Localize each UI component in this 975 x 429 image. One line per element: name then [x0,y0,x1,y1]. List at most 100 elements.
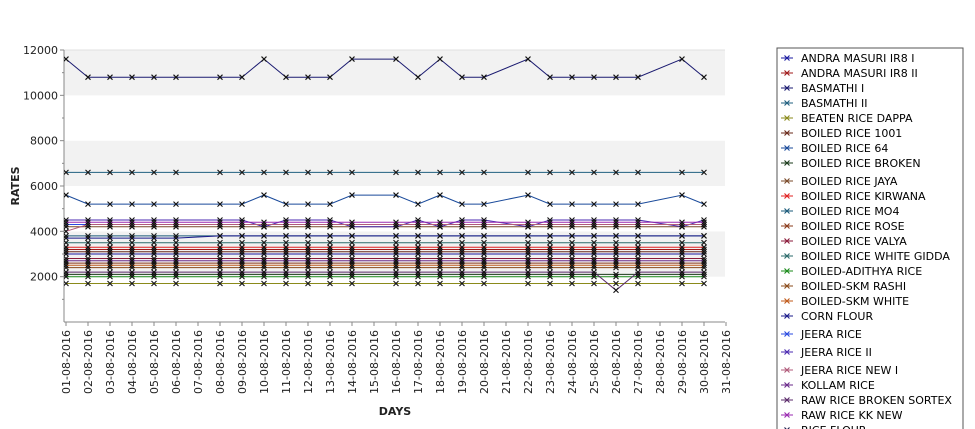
data-point [129,280,135,287]
data-point [64,255,69,262]
data-point [591,221,597,228]
series-22 [64,269,707,294]
data-point [415,232,421,239]
data-point [481,257,487,264]
data-point [151,223,157,230]
data-point [305,201,311,208]
data-point [64,264,69,271]
data-point [459,201,465,208]
data-point [64,251,69,257]
data-point [591,217,597,223]
data-point [635,269,641,276]
data-point [283,264,289,271]
data-point [547,255,553,262]
y-tick-label: 10000 [23,89,58,102]
data-point [415,219,421,226]
data-point [261,219,267,226]
data-point [679,255,685,262]
data-point [107,273,113,280]
legend: ANDRA MASURI IR8 I ANDRA MASURI IR8 II BAS… [781,52,952,429]
data-point [635,244,641,251]
data-point [437,221,443,228]
data-point [569,74,575,81]
data-point [415,280,421,287]
data-point [261,244,267,251]
data-point [459,269,465,276]
x-tick-label: 07-08-2016 [192,330,205,394]
data-point [327,221,333,228]
data-point [393,223,399,230]
data-point [107,217,113,223]
data-point [459,264,465,271]
data-point [217,271,223,278]
data-point [217,255,223,262]
data-point [591,255,597,262]
data-point [393,280,399,287]
data-point [107,262,113,269]
data-point [701,262,707,269]
data-point [85,262,91,269]
legend-label: RAW RICE KK NEW [801,409,903,422]
legend-marker [784,115,790,121]
data-point [525,280,531,287]
data-point [701,260,707,266]
data-point [481,262,487,269]
band-4 [64,95,725,141]
data-point [305,221,311,228]
data-point [701,201,707,208]
data-point [701,264,707,271]
legend-label: ANDRA MASURI IR8 I [801,52,915,65]
x-tick-label: 24-08-2016 [566,330,579,394]
data-point [129,262,135,269]
data-point [415,271,421,278]
data-point [525,257,531,264]
data-point [459,217,465,223]
legend-label: BOILED RICE WHITE GIDDA [801,250,950,263]
data-point [635,219,641,226]
data-point [107,244,113,251]
series-line [65,194,705,205]
data-point [305,264,311,271]
data-point [327,264,333,271]
data-point [679,246,685,253]
data-point [613,246,619,253]
data-point [437,251,443,257]
legend-item: BOILED RICE 1001 [781,127,902,140]
data-point [283,201,289,208]
data-point [129,221,135,228]
data-point [305,257,311,264]
data-point [679,248,685,255]
x-tick-label: 30-08-2016 [698,330,711,394]
data-point [679,232,685,239]
data-point [613,232,619,239]
data-point [547,232,553,239]
data-point [635,239,641,246]
data-point [613,248,619,255]
data-point [481,251,487,257]
data-point [305,223,311,230]
data-point [613,244,619,251]
x-tick-label: 23-08-2016 [544,330,557,394]
y-tick-label: 6000 [30,180,58,193]
data-point [415,273,421,280]
legend-label: BOILED-SKM RASHI [801,280,906,293]
data-point [327,271,333,278]
data-point [129,219,135,226]
legend-label: BOILED RICE VALYA [801,235,907,248]
data-point [239,221,245,228]
data-point [327,232,333,239]
data-point [305,271,311,278]
data-point [679,251,685,257]
series-20 [64,221,707,235]
data-point [239,201,245,208]
data-point [613,264,619,271]
data-point [151,255,157,262]
data-point [613,257,619,264]
data-point [459,244,465,251]
data-point [129,223,135,230]
data-point [547,201,553,208]
x-tick-label: 08-08-2016 [214,330,227,394]
data-point [349,192,355,198]
data-point [261,271,267,278]
data-point [459,246,465,253]
